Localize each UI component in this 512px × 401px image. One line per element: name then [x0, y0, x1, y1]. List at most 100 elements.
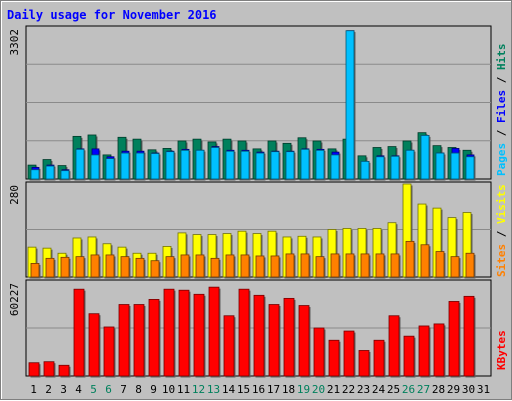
x-tick-label: 20 [312, 383, 325, 396]
sites-bar [240, 254, 250, 278]
kbytes-bar [88, 313, 100, 377]
sites-bar [375, 253, 385, 278]
sites-bar [195, 254, 205, 278]
kbytes-bar [448, 301, 460, 377]
kbytes-bar [73, 288, 85, 377]
legend-pages: Pages [495, 143, 508, 176]
pages-bar [30, 169, 40, 180]
x-tick-label: 2 [45, 383, 52, 396]
pages-bar [60, 170, 70, 180]
sites-bar [435, 251, 445, 278]
pages-bar [420, 135, 430, 180]
x-tick-label: 22 [342, 383, 355, 396]
pages-bar [210, 147, 220, 180]
sites-bar [225, 254, 235, 278]
kbytes-bar [163, 288, 175, 377]
sites-bar [165, 256, 175, 278]
right-legend-hits_files_pages: Pages / Files / Hits [495, 44, 508, 177]
x-tick-label: 31 [477, 383, 490, 396]
x-tick-label: 27 [417, 383, 430, 396]
kbytes-bar [28, 362, 40, 377]
sites-bar [405, 240, 415, 278]
sites-bar [285, 253, 295, 278]
x-tick-label: 30 [462, 383, 475, 396]
pages-bar [165, 151, 175, 180]
kbytes-bar [388, 315, 400, 377]
pages-bar [300, 148, 310, 180]
sites-bar [75, 256, 85, 278]
sites-bar [360, 253, 370, 278]
x-tick-label: 26 [402, 383, 415, 396]
sites-bar [135, 257, 145, 278]
pages-bar [225, 150, 235, 180]
x-tick-label: 15 [237, 383, 250, 396]
pages-bar [330, 154, 340, 180]
sites-bar [300, 253, 310, 278]
x-tick-label: 17 [267, 383, 280, 396]
sites-bar [45, 257, 55, 278]
sites-bar [330, 253, 340, 278]
pages-bar [255, 152, 265, 180]
right-legend-visits_sites: Sites / Visits [495, 184, 508, 277]
pages-bar [450, 152, 460, 180]
x-tick-label: 16 [252, 383, 265, 396]
kbytes-bar [133, 304, 145, 377]
kbytes-bar [58, 364, 70, 377]
pages-bar [105, 158, 115, 180]
kbytes-bar [43, 361, 55, 377]
sites-bar [420, 244, 430, 278]
sites-bar [150, 260, 160, 278]
y-max-label-kbytes: 60227 [8, 283, 21, 316]
kbytes-bar [358, 350, 370, 377]
kbytes-bar [253, 294, 265, 377]
x-tick-label: 24 [372, 383, 386, 396]
x-tick-label: 5 [90, 383, 97, 396]
sites-bar [90, 254, 100, 278]
x-tick-label: 25 [387, 383, 400, 396]
kbytes-bar [298, 305, 310, 377]
kbytes-bar [373, 339, 385, 377]
legend-sites: Sites [495, 244, 508, 277]
legend-kbytes: KBytes [495, 330, 508, 370]
pages-bar [465, 156, 475, 180]
kbytes-bar [433, 323, 445, 377]
kbytes-bar [208, 286, 220, 377]
pages-bar [240, 150, 250, 180]
x-tick-label: 21 [327, 383, 340, 396]
pages-bar [180, 149, 190, 180]
x-tick-label: 9 [150, 383, 157, 396]
sites-bar [210, 257, 220, 278]
legend-hits: Hits [495, 44, 508, 71]
kbytes-bar [118, 304, 130, 377]
sites-bar [315, 256, 325, 278]
kbytes-bar [313, 327, 325, 377]
legend-visits: Visits [495, 184, 508, 224]
pages-bar [285, 151, 295, 180]
pages-bar [45, 165, 55, 180]
legend-separator: / [495, 123, 508, 143]
sites-bar [120, 256, 130, 278]
sites-bar [180, 254, 190, 278]
kbytes-bar [463, 295, 475, 377]
pages-bar [360, 160, 370, 180]
x-tick-label: 23 [357, 383, 370, 396]
x-tick-label: 14 [222, 383, 236, 396]
sites-bar [105, 254, 115, 278]
sites-bar [465, 252, 475, 278]
pages-bar [150, 153, 160, 180]
x-tick-label: 3 [60, 383, 67, 396]
sites-bar [390, 253, 400, 278]
sites-bar [60, 256, 70, 278]
y-max-label-hits_files_pages: 3302 [8, 29, 21, 56]
pages-bar [195, 149, 205, 180]
sites-bar [345, 253, 355, 278]
pages-bar [315, 149, 325, 180]
x-tick-label: 11 [177, 383, 190, 396]
kbytes-bar [178, 289, 190, 377]
x-tick-label: 1 [30, 383, 37, 396]
x-tick-label: 12 [192, 383, 205, 396]
y-max-label-visits_sites: 280 [8, 185, 21, 205]
pages-bar [390, 155, 400, 180]
